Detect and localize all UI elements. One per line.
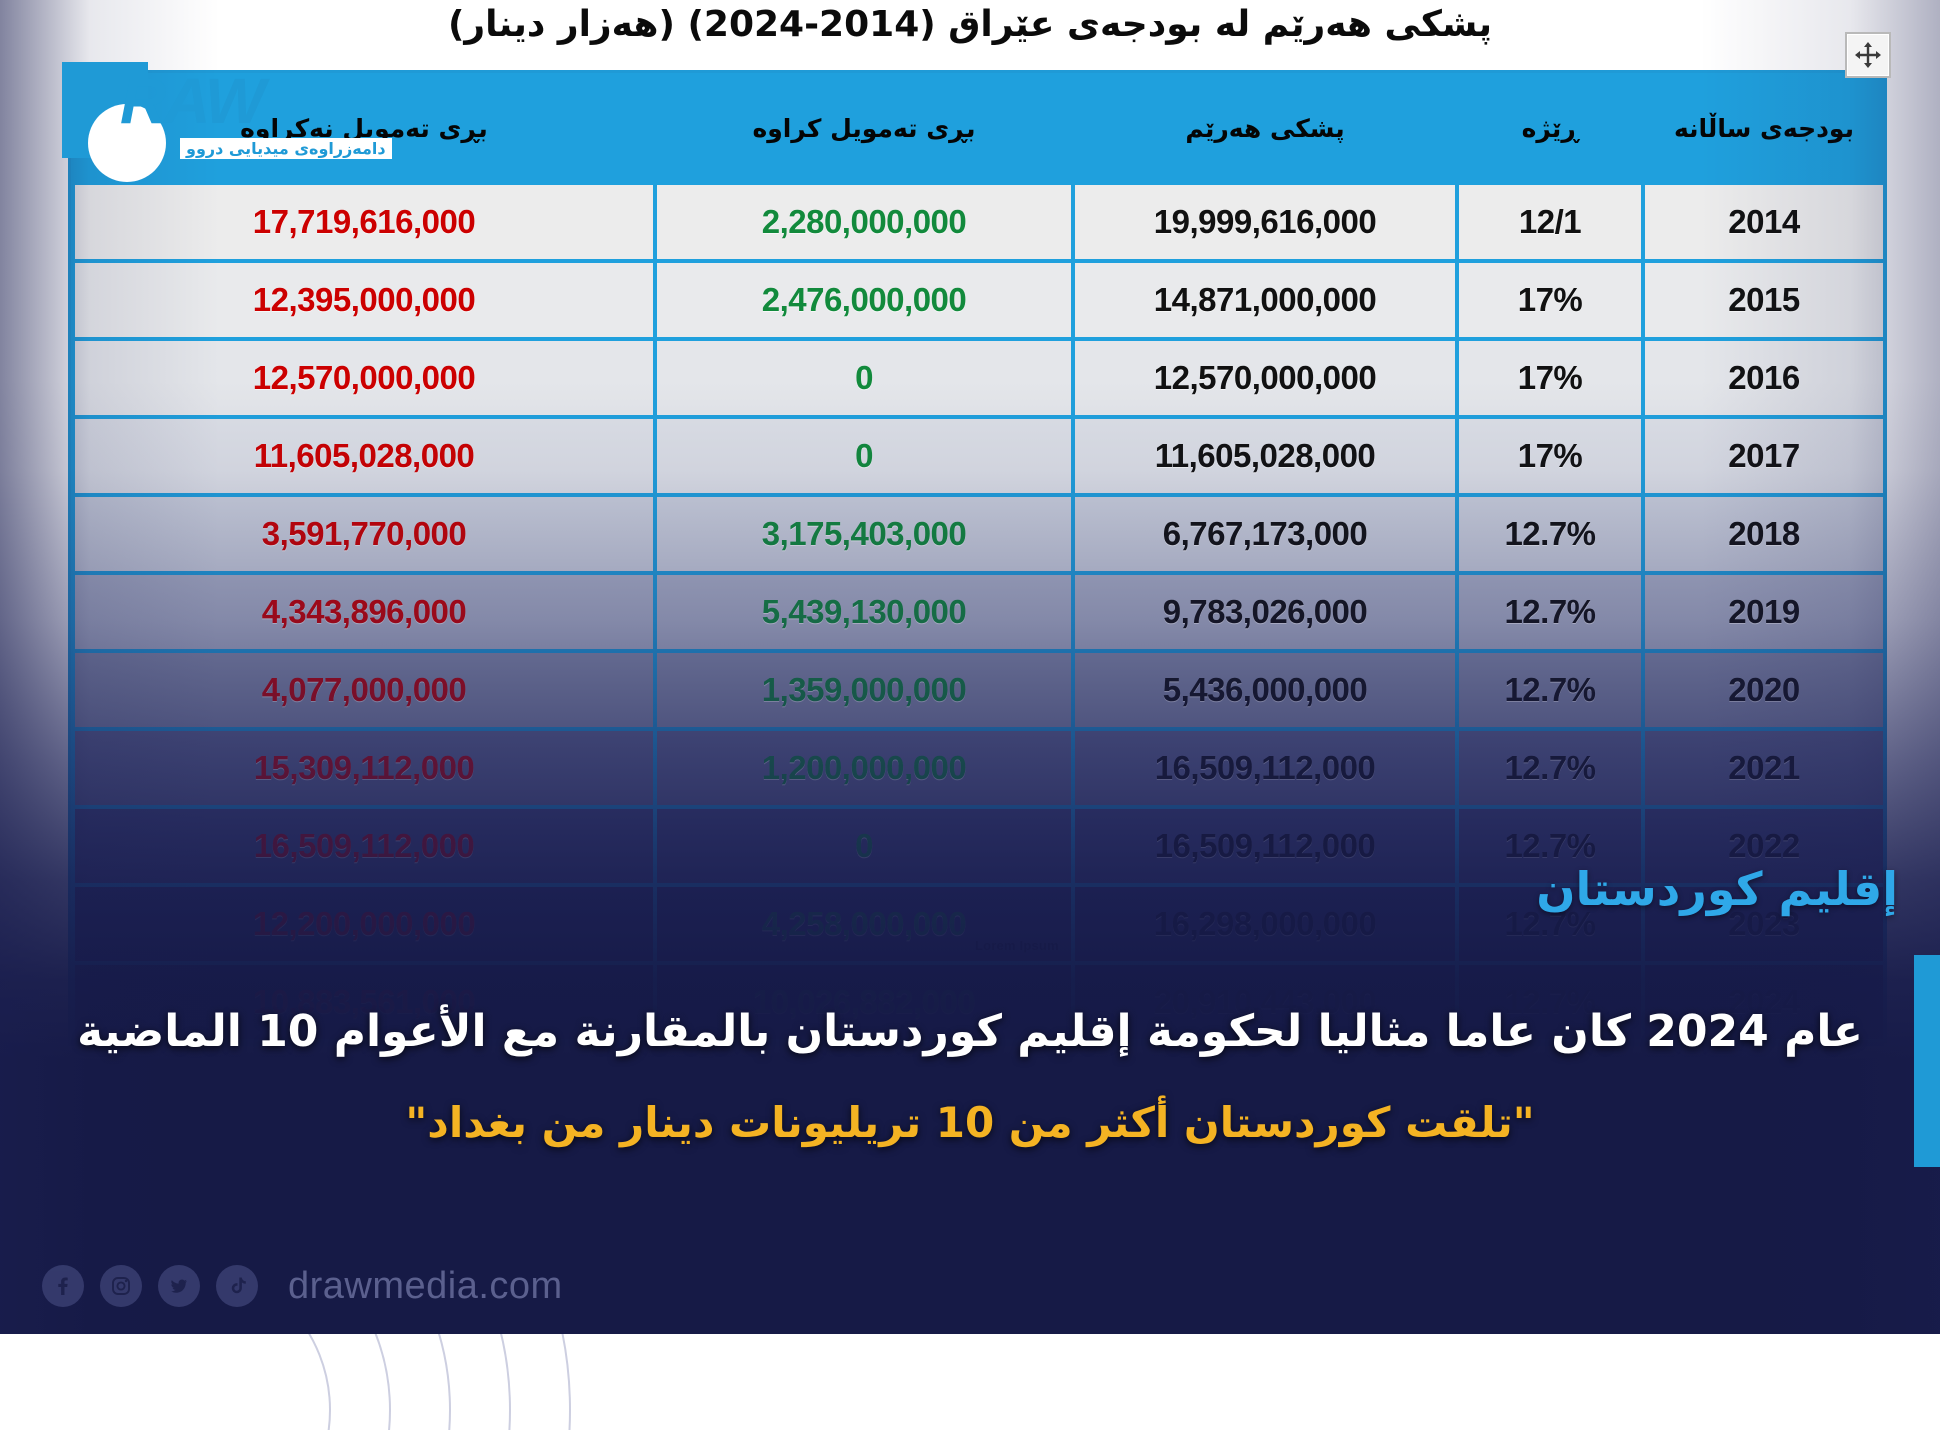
logo-subtitle: دامەزراوەی میدیایی دروو [180, 138, 392, 159]
move-cursor-icon[interactable] [1845, 32, 1891, 78]
tiktok-icon[interactable] [216, 1265, 258, 1307]
side-vignette-overlay [0, 0, 1940, 1334]
right-accent-bar [1914, 955, 1940, 1167]
footer-bar: drawmedia.com [0, 1238, 1940, 1334]
logo-wordmark: RAW [120, 65, 265, 137]
website-url[interactable]: drawmedia.com [288, 1264, 563, 1307]
twitter-icon[interactable] [158, 1265, 200, 1307]
logo-d-mark [62, 62, 166, 182]
facebook-icon[interactable] [42, 1265, 84, 1307]
instagram-icon[interactable] [100, 1265, 142, 1307]
headline-text: عام 2024 كان عاما مثاليا لحكومة إقليم كو… [77, 1006, 1863, 1057]
region-label: إقليم كوردستان [1536, 862, 1898, 916]
draw-logo: RAW دامەزراوەی میدیایی دروو [62, 52, 392, 182]
subheadline-quote: "تلقت كوردستان أكثر من 10 تريليونات دينا… [405, 1098, 1535, 1147]
